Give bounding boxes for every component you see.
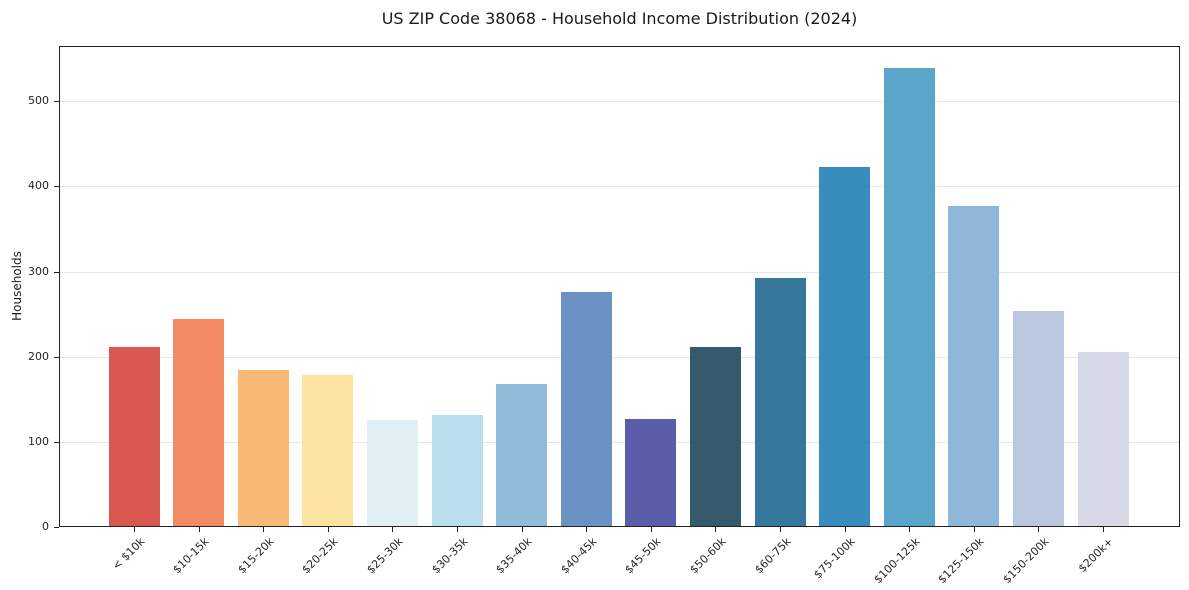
gridline [60,186,1179,188]
bar [883,68,935,527]
bar [366,419,418,527]
x-tick-label: $40-45k [558,535,600,577]
bar [108,346,160,527]
bar [625,418,677,527]
x-tick-mark [198,527,200,532]
bar [496,383,548,527]
x-tick-label: $100-125k [871,535,923,587]
bar [431,414,483,527]
bar [173,319,225,527]
x-tick-mark [586,527,588,532]
y-tick-label: 0 [42,520,49,533]
x-tick-label: $200k+ [1076,535,1117,576]
x-tick-label: $60-75k [751,535,794,577]
x-tick-mark [909,527,911,532]
x-tick-label: $75-100k [811,535,858,582]
bar [689,347,741,527]
gridline [60,101,1179,103]
bar [237,369,289,527]
x-tick-label: $35-40k [493,535,535,577]
y-tick-label: 500 [28,94,49,108]
bar [948,206,1000,527]
plot-area [59,46,1180,527]
x-tick-label: $15-20k [235,535,277,577]
x-tick-label: $45-50k [622,535,665,577]
x-tick-label: $25-30k [364,535,406,577]
x-tick-mark [1038,527,1040,532]
gridline [60,271,1179,273]
x-tick-mark [973,527,975,532]
bar [754,278,806,527]
x-tick-mark [327,527,329,532]
x-tick-label: < $10k [109,535,148,573]
y-tick-mark [54,441,59,443]
x-tick-label: $125-150k [935,535,988,587]
y-tick-label: 300 [28,264,49,278]
x-tick-mark [392,527,394,532]
x-tick-label: $150-200k [1000,535,1052,587]
y-tick-mark [54,101,59,103]
bar [1012,310,1064,527]
chart-title: US ZIP Code 38068 - Household Income Dis… [381,9,858,28]
gridline [60,356,1179,358]
y-tick-mark [54,527,59,528]
x-tick-mark [650,527,652,532]
x-tick-label: $50-60k [687,535,729,577]
x-tick-mark [457,527,458,532]
bar [1077,352,1129,527]
y-tick-label: 400 [28,179,49,193]
y-axis-label: Households [10,251,24,321]
x-tick-label: $10-15k [170,535,212,577]
y-tick-mark [54,271,59,273]
y-tick-label: 200 [28,349,49,363]
bar [819,166,871,527]
x-tick-label: $30-35k [428,535,471,577]
x-tick-mark [134,527,135,532]
x-tick-mark [844,527,846,532]
y-tick-mark [54,186,59,188]
bar [560,292,612,527]
bar [302,375,354,527]
x-tick-label: $20-25k [299,535,342,577]
y-tick-label: 100 [28,434,49,448]
gridline [60,441,1179,443]
y-tick-mark [54,356,59,358]
x-tick-mark [1103,527,1104,532]
x-tick-mark [780,527,781,532]
x-tick-mark [263,527,265,532]
x-tick-mark [521,527,523,532]
x-tick-mark [715,527,717,532]
